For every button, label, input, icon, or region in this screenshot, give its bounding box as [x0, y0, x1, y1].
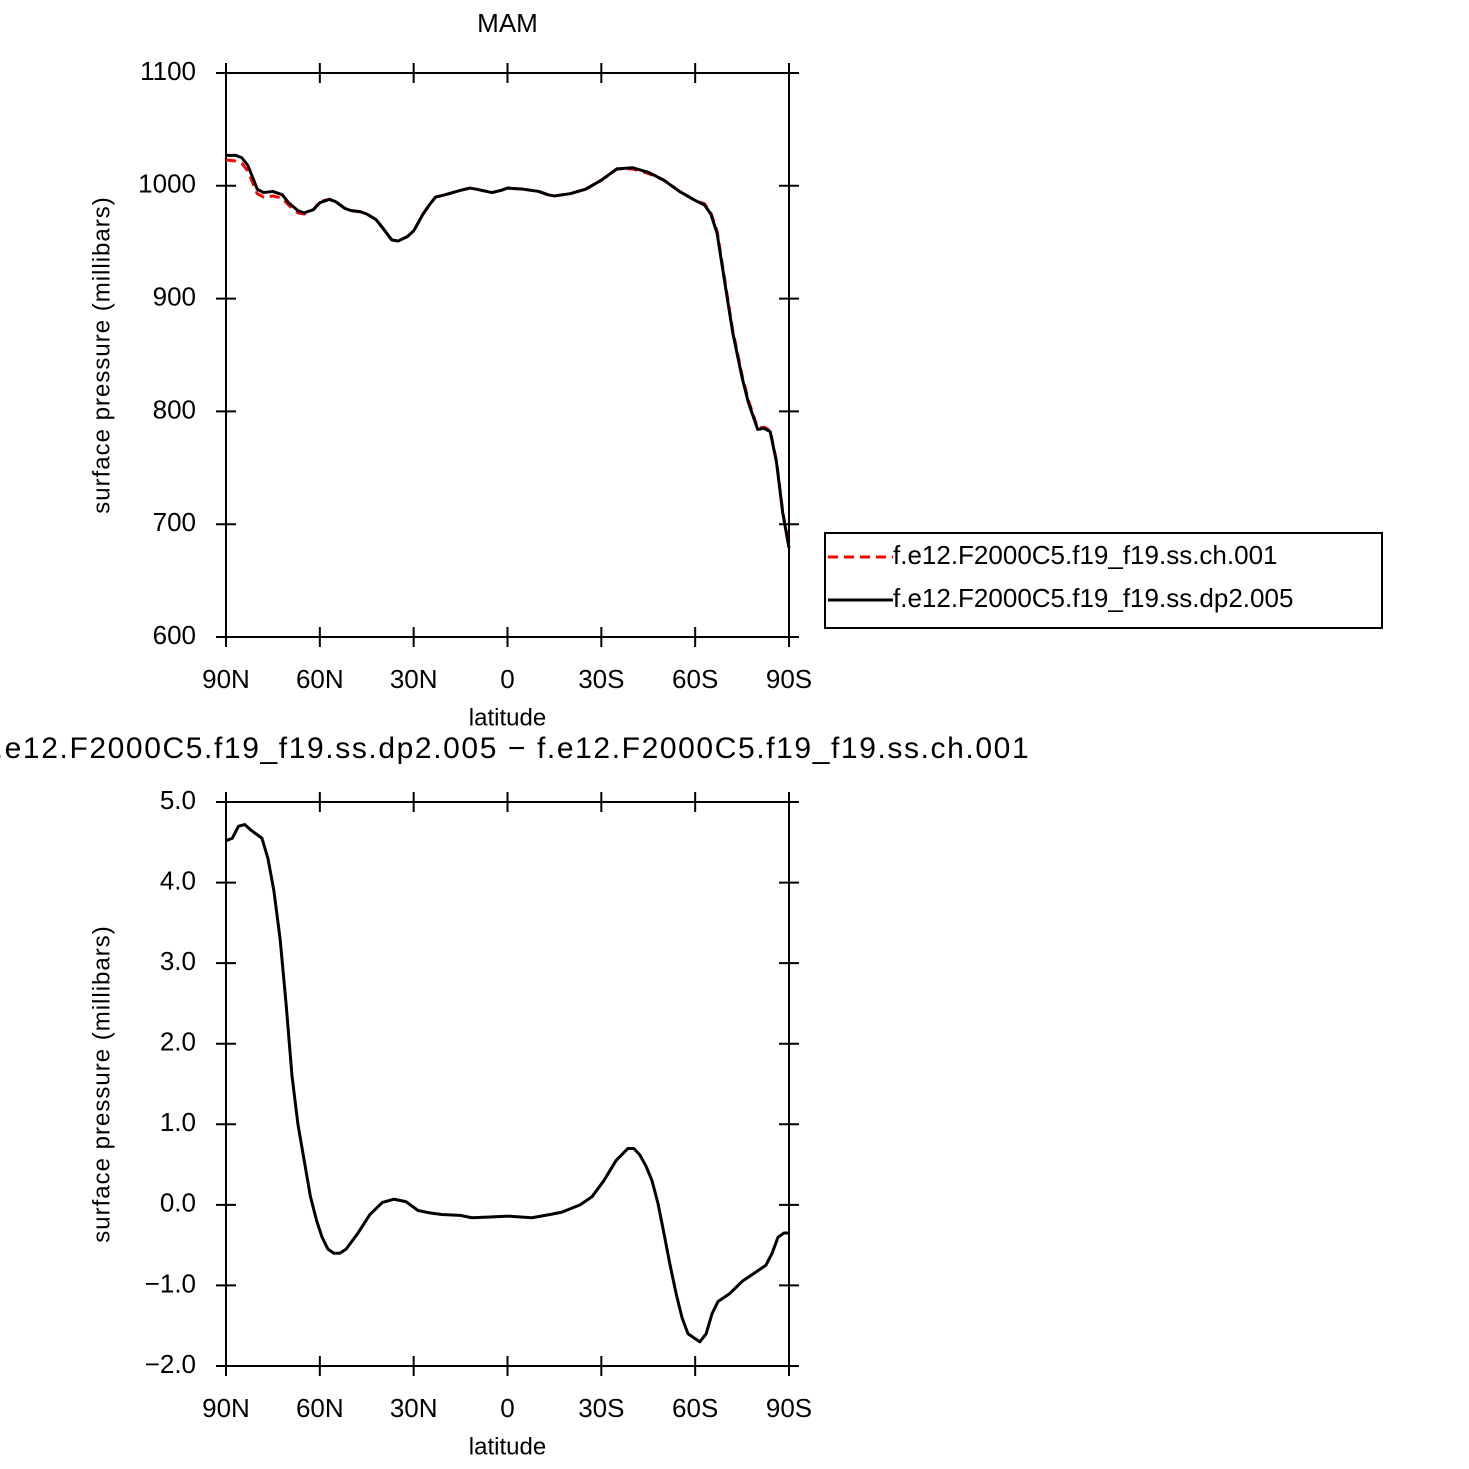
y-tick-label: 600	[153, 620, 196, 650]
x-tick-label: 30N	[390, 1393, 438, 1423]
y-tick-label: −2.0	[145, 1349, 196, 1379]
y-tick-label: 5.0	[160, 785, 196, 815]
y-tick-label: 1000	[138, 169, 196, 199]
legend-label: f.e12.F2000C5.f19_f19.ss.ch.001	[893, 540, 1278, 570]
x-tick-label: 60S	[672, 664, 718, 694]
y-tick-label: 900	[153, 281, 196, 311]
x-axis-label: latitude	[469, 704, 546, 731]
y-tick-label: 700	[153, 507, 196, 537]
x-tick-label: 60N	[296, 1393, 344, 1423]
x-tick-label: 30S	[578, 664, 624, 694]
plot-frame	[225, 801, 790, 1367]
y-tick-label: 1100	[140, 56, 196, 86]
x-tick-label: 0	[500, 1393, 514, 1423]
x-tick-label: 90N	[202, 1393, 250, 1423]
plot-frame	[225, 72, 790, 638]
chart-title: MAM	[477, 8, 538, 38]
legend-box	[824, 532, 1383, 629]
y-tick-label: 4.0	[160, 865, 196, 895]
y-tick-label: 800	[153, 394, 196, 424]
x-axis-label: latitude	[469, 1433, 546, 1460]
data-line	[225, 823, 789, 1344]
y-tick-label: 2.0	[160, 1027, 196, 1057]
legend-label: f.e12.F2000C5.f19_f19.ss.dp2.005	[893, 583, 1293, 613]
data-line	[226, 153, 791, 549]
x-tick-label: 60S	[672, 1393, 718, 1423]
y-axis-label: surface pressure (millibars)	[88, 196, 115, 513]
x-tick-label: 30N	[390, 664, 438, 694]
y-tick-label: −1.0	[145, 1268, 196, 1298]
x-tick-label: 90S	[766, 1393, 812, 1423]
x-tick-label: 60N	[296, 664, 344, 694]
y-tick-label: 1.0	[160, 1107, 196, 1137]
chart-title: f.e12.F2000C5.f19_f19.ss.dp2.005 − f.e12…	[0, 732, 1030, 765]
x-tick-label: 30S	[578, 1393, 624, 1423]
x-tick-label: 90S	[766, 664, 812, 694]
y-axis-label: surface pressure (millibars)	[88, 925, 115, 1242]
y-tick-label: 0.0	[160, 1188, 196, 1218]
x-tick-label: 0	[500, 664, 514, 694]
x-tick-label: 90N	[202, 664, 250, 694]
y-tick-label: 3.0	[160, 946, 196, 976]
data-line	[225, 158, 791, 548]
